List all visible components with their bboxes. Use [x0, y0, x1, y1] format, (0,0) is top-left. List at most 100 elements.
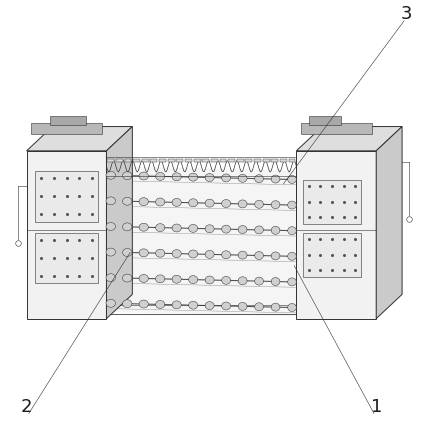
Polygon shape [31, 123, 102, 134]
Bar [211, 159, 218, 162]
Ellipse shape [155, 224, 165, 232]
Ellipse shape [288, 278, 296, 286]
Text: 1: 1 [371, 398, 382, 416]
Polygon shape [26, 151, 107, 319]
Bar [159, 159, 166, 162]
Bar [107, 159, 114, 162]
Ellipse shape [255, 303, 263, 311]
Ellipse shape [139, 198, 149, 206]
Ellipse shape [189, 301, 198, 309]
Ellipse shape [155, 198, 165, 206]
Ellipse shape [205, 174, 214, 182]
Ellipse shape [238, 225, 247, 233]
Bar [280, 159, 287, 162]
Ellipse shape [172, 301, 181, 309]
Ellipse shape [123, 223, 132, 231]
Polygon shape [296, 151, 376, 319]
Bar [35, 171, 98, 222]
Ellipse shape [222, 251, 231, 259]
Bar [125, 159, 132, 162]
Ellipse shape [155, 275, 165, 283]
Ellipse shape [238, 251, 247, 259]
Polygon shape [50, 116, 86, 125]
Bar [246, 159, 252, 162]
Ellipse shape [222, 199, 231, 207]
Bar [142, 159, 149, 162]
Ellipse shape [288, 253, 296, 260]
Text: 3: 3 [401, 5, 412, 23]
Bar [176, 159, 183, 162]
Ellipse shape [189, 276, 198, 284]
Ellipse shape [172, 275, 181, 283]
Bar [303, 179, 361, 224]
Ellipse shape [123, 274, 132, 282]
Polygon shape [107, 127, 132, 319]
Polygon shape [309, 116, 341, 125]
Ellipse shape [106, 171, 116, 179]
Polygon shape [301, 123, 372, 134]
Bar [35, 233, 98, 284]
Ellipse shape [238, 200, 247, 208]
Ellipse shape [123, 197, 132, 205]
Bar [133, 159, 140, 162]
Ellipse shape [106, 197, 116, 205]
Bar [228, 159, 235, 162]
Ellipse shape [238, 303, 247, 311]
Ellipse shape [139, 249, 149, 257]
Ellipse shape [205, 302, 214, 310]
Ellipse shape [123, 171, 132, 179]
Ellipse shape [255, 252, 263, 260]
Ellipse shape [255, 175, 263, 183]
Ellipse shape [222, 225, 231, 233]
Polygon shape [376, 127, 402, 319]
Text: 2: 2 [21, 398, 32, 416]
Ellipse shape [155, 249, 165, 257]
Ellipse shape [222, 302, 231, 310]
Ellipse shape [288, 227, 296, 235]
Ellipse shape [172, 224, 181, 232]
Ellipse shape [271, 278, 280, 285]
Ellipse shape [238, 175, 247, 182]
Ellipse shape [139, 275, 149, 283]
Bar [296, 171, 301, 316]
Ellipse shape [271, 303, 280, 311]
Ellipse shape [189, 225, 198, 232]
Bar [194, 159, 200, 162]
Bar [263, 159, 270, 162]
Bar [202, 159, 209, 162]
Ellipse shape [205, 199, 214, 207]
Bar [271, 159, 278, 162]
Ellipse shape [271, 226, 280, 234]
Ellipse shape [155, 172, 165, 180]
Ellipse shape [238, 277, 247, 285]
Ellipse shape [255, 200, 263, 208]
Ellipse shape [106, 248, 116, 256]
Ellipse shape [271, 175, 280, 183]
Bar [116, 159, 123, 162]
Ellipse shape [222, 276, 231, 284]
Ellipse shape [255, 277, 263, 285]
Ellipse shape [288, 303, 296, 311]
Ellipse shape [172, 173, 181, 181]
Bar [303, 233, 361, 277]
Ellipse shape [106, 299, 116, 307]
Ellipse shape [139, 172, 149, 180]
Ellipse shape [288, 201, 296, 209]
Ellipse shape [139, 300, 149, 308]
Ellipse shape [189, 173, 198, 181]
Ellipse shape [205, 225, 214, 233]
Ellipse shape [288, 175, 296, 183]
Ellipse shape [222, 174, 231, 182]
Bar [237, 159, 244, 162]
Polygon shape [26, 127, 132, 151]
Bar [288, 159, 295, 162]
Ellipse shape [189, 199, 198, 207]
Polygon shape [296, 127, 402, 151]
Ellipse shape [123, 249, 132, 256]
Ellipse shape [271, 201, 280, 209]
Ellipse shape [172, 198, 181, 206]
Bar [185, 159, 192, 162]
Ellipse shape [172, 249, 181, 257]
Ellipse shape [106, 222, 116, 230]
Bar [101, 166, 107, 312]
